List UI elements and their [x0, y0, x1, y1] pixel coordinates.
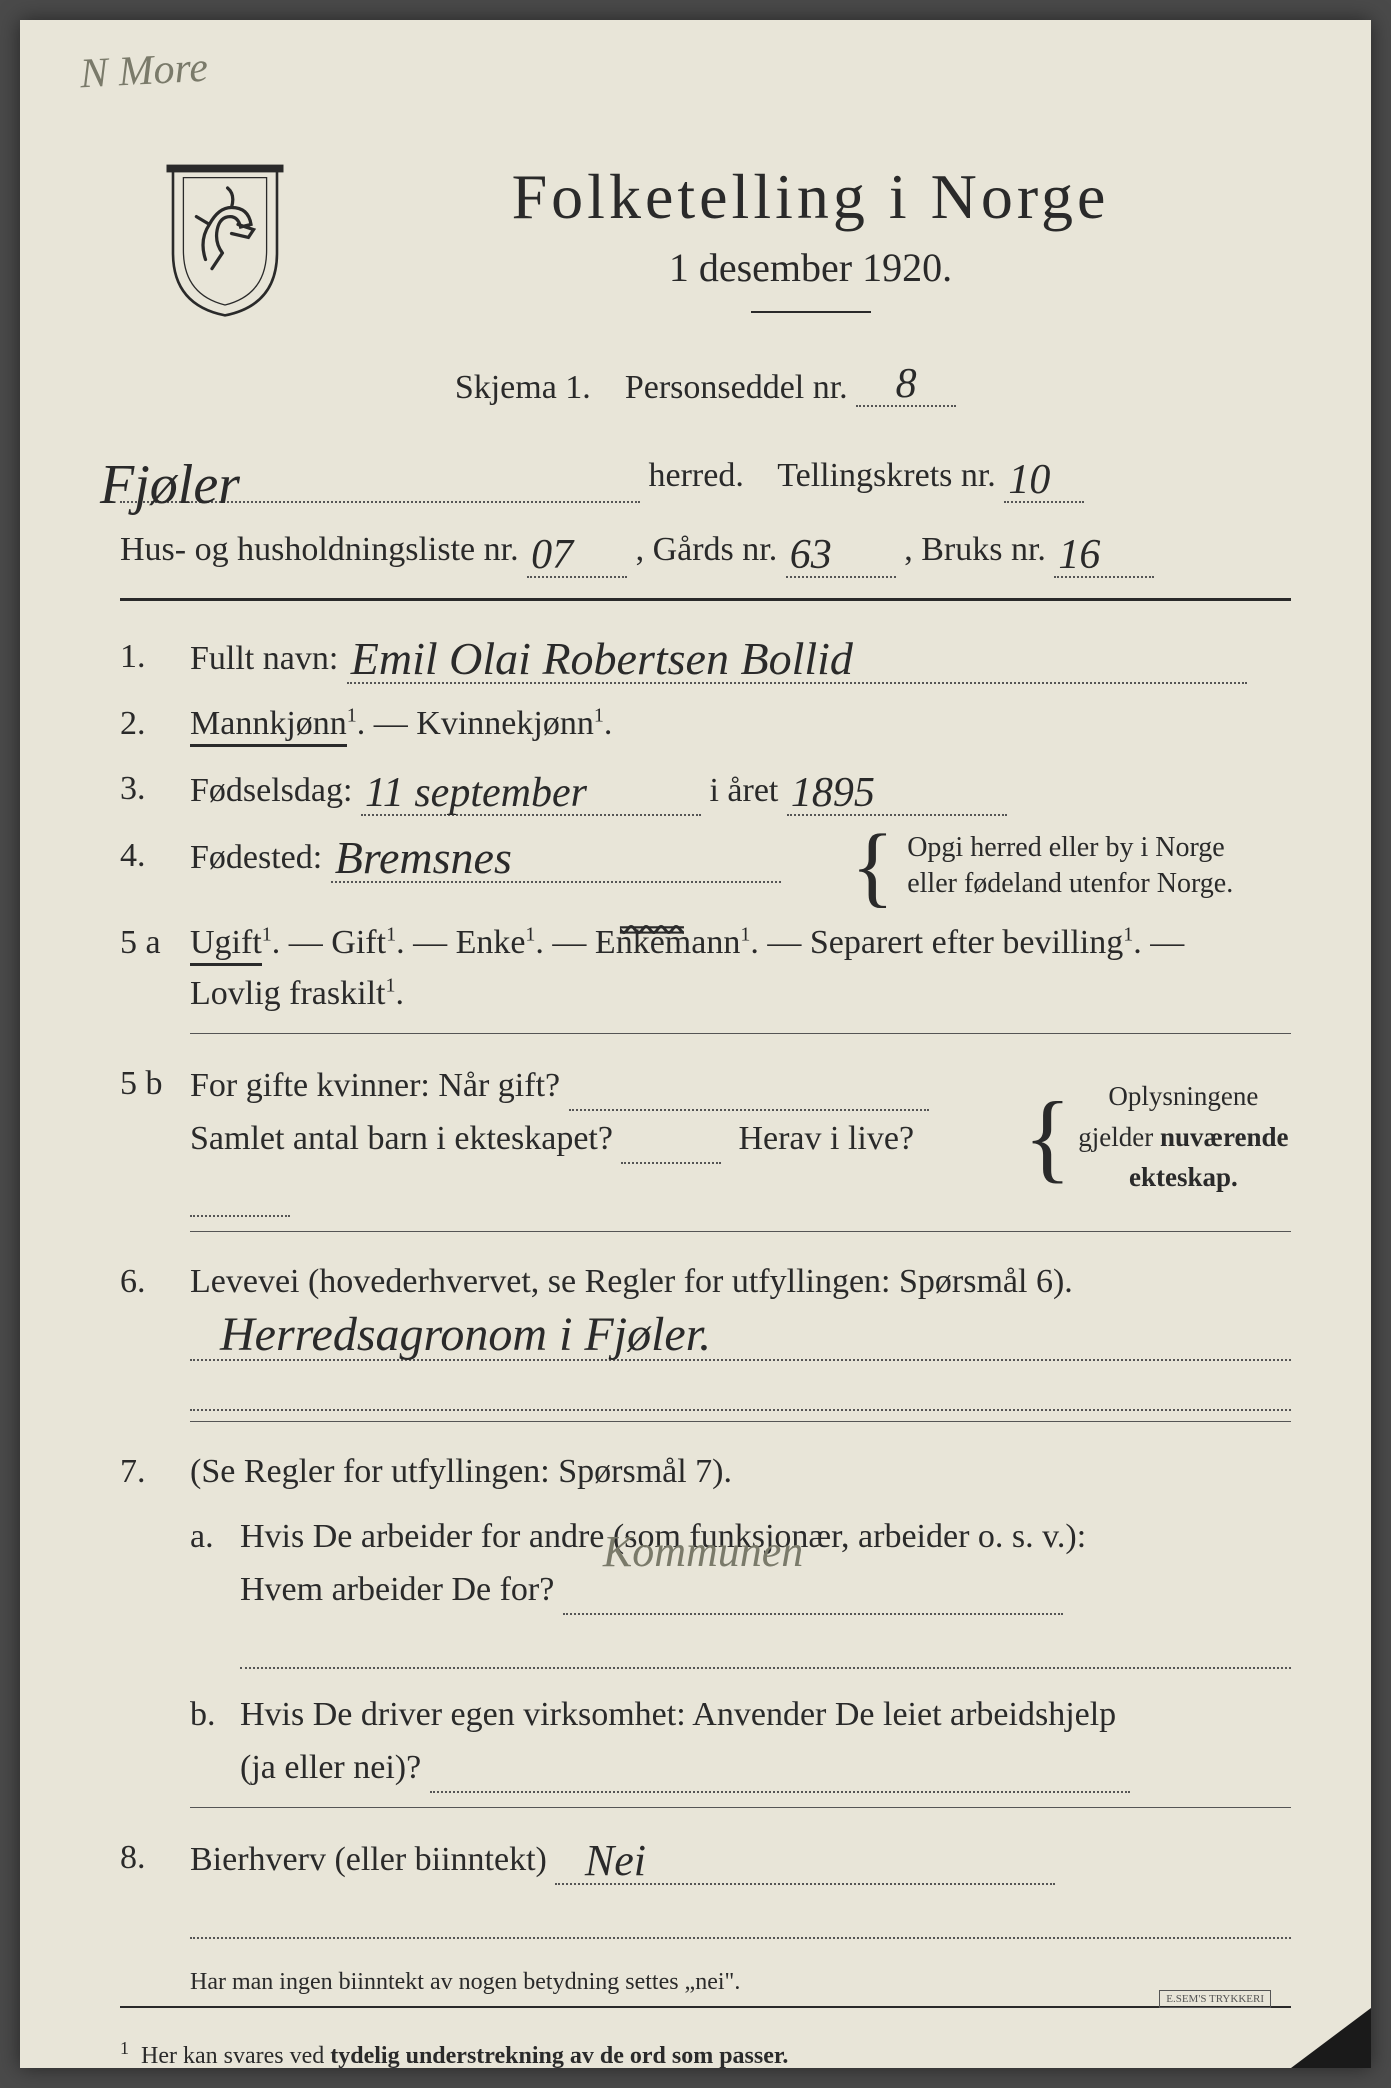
form-id-line: Skjema 1. Personseddel nr. 8: [120, 363, 1291, 407]
printer-mark: E.SEM'S TRYKKERI: [1159, 1990, 1271, 2008]
q6-value: Herredsagronom i Fjøler.: [220, 1311, 711, 1359]
bruks-label: , Bruks nr.: [904, 531, 1046, 568]
q2-female: Kvinnekjønn: [416, 705, 594, 742]
foot2b: tydelig understrekning av de ord som pas…: [330, 2043, 788, 2069]
q7a-num: a.: [190, 1511, 240, 1615]
gards-nr: 63: [790, 534, 832, 576]
q3-label: Fødselsdag:: [190, 772, 352, 809]
q3-mid: i året: [709, 772, 778, 809]
q5b-l2: Samlet antal barn i ekteskapet?: [190, 1120, 613, 1157]
foot2a: Her kan svares ved: [141, 2043, 324, 2069]
q8-value: Nei: [585, 1839, 646, 1883]
q7a-value: Kommunen: [603, 1530, 803, 1574]
q5a-fraskilt: Lovlig fraskilt: [190, 975, 385, 1012]
hus-label: Hus- og husholdningsliste nr.: [120, 531, 519, 568]
q5a-num: 5 a: [120, 917, 190, 1019]
q5b-side2b: nuværende: [1160, 1122, 1289, 1152]
q7a: a. Hvis De arbeider for andre (som funks…: [190, 1511, 1291, 1615]
margin-annotation: N More: [79, 47, 209, 96]
q5b: 5 b For gifte kvinner: Når gift? Samlet …: [120, 1058, 1291, 1217]
q5b-num: 5 b: [120, 1058, 190, 1217]
q7: 7. (Se Regler for utfyllingen: Spørsmål …: [120, 1446, 1291, 1497]
q5b-l1: For gifte kvinner: Når gift?: [190, 1067, 560, 1104]
personseddel-nr: 8: [896, 363, 917, 405]
q8-answer-2: [190, 1899, 1291, 1939]
q4: 4. Fødested: Bremsnes { Opgi herred elle…: [120, 830, 1291, 903]
q3-year: 1895: [791, 772, 875, 814]
rule-5a: [190, 1033, 1291, 1034]
q2: 2. Mannkjønn1. — Kvinnekjønn1.: [120, 698, 1291, 749]
title-divider: [751, 311, 871, 313]
brace-icon: {: [851, 835, 894, 898]
q4-label: Fødested:: [190, 839, 322, 876]
q4-side2: eller fødeland utenfor Norge.: [907, 868, 1233, 899]
q5b-side2: gjelder: [1078, 1122, 1153, 1152]
rule-7: [190, 1807, 1291, 1808]
subtitle: 1 desember 1920.: [330, 244, 1291, 291]
herred-label: herred.: [649, 457, 744, 494]
herred-value: Fjøler: [100, 457, 240, 513]
q6-answer: Herredsagronom i Fjøler.: [190, 1321, 1291, 1361]
q7b-1: Hvis De driver egen virksomhet: Anvender…: [240, 1696, 1116, 1733]
q2-male: Mannkjønn: [190, 705, 347, 747]
herred-line: Fjøler herred. Tellingskrets nr. 10: [120, 427, 1291, 503]
bruks-nr: 16: [1058, 534, 1100, 576]
q2-num: 2.: [120, 698, 190, 749]
q7a-answer-2: [240, 1629, 1291, 1669]
q6-label: Levevei (hovederhvervet, se Regler for u…: [190, 1263, 1073, 1300]
q1: 1. Fullt navn: Emil Olai Robertsen Bolli…: [120, 631, 1291, 684]
main-title: Folketelling i Norge: [330, 160, 1291, 234]
q5a-separert: Separert efter bevilling: [810, 924, 1123, 961]
q5a: 5 a Ugift1. — Gift1. — Enke1. — Enkemann…: [120, 917, 1291, 1019]
q1-num: 1.: [120, 631, 190, 684]
skjema-label: Skjema 1.: [455, 369, 591, 406]
hus-line: Hus- og husholdningsliste nr. 07 , Gårds…: [120, 521, 1291, 577]
q7a-2: Hvem arbeider De for?: [240, 1571, 554, 1608]
q1-value: Emil Olai Robertsen Bollid: [351, 636, 853, 682]
q7-num: 7.: [120, 1446, 190, 1497]
q4-num: 4.: [120, 830, 190, 903]
q7b-2: (ja eller nei)?: [240, 1749, 421, 1786]
brace-right-icon: {: [1024, 1107, 1072, 1167]
q7b: b. Hvis De driver egen virksomhet: Anven…: [190, 1689, 1291, 1793]
q5a-ugift: Ugift: [190, 924, 262, 966]
footnote-1: Har man ingen biinntekt av nogen betydni…: [190, 1969, 1291, 1996]
q3-day: 11 september: [365, 772, 587, 814]
q3: 3. Fødselsdag: 11 september i året 1895: [120, 763, 1291, 816]
footnote-2: 1 Her kan svares ved tydelig understrekn…: [120, 2038, 1291, 2070]
q5b-l3: Herav i live?: [738, 1120, 914, 1157]
q6: 6. Levevei (hovederhvervet, se Regler fo…: [120, 1256, 1291, 1307]
tellingskrets-label: Tellingskrets nr.: [777, 457, 996, 494]
title-block: Folketelling i Norge 1 desember 1920.: [330, 160, 1291, 343]
footnote-rule: [120, 2006, 1291, 2008]
q3-num: 3.: [120, 763, 190, 816]
q8: 8. Bierhverv (eller biinntekt) Nei: [120, 1832, 1291, 1885]
strike-mark: ═══: [620, 915, 684, 945]
q5b-side1: Oplysningene: [1108, 1081, 1258, 1111]
tellingskrets-nr: 10: [1008, 459, 1050, 501]
gards-label: , Gårds nr.: [636, 531, 778, 568]
census-form-page: N More Folketelling i Norge 1 desember 1…: [20, 20, 1371, 2068]
rule-6: [190, 1421, 1291, 1422]
q8-label: Bierhverv (eller biinntekt): [190, 1841, 547, 1878]
q4-value: Bremsnes: [335, 835, 512, 881]
rule-5b: [190, 1231, 1291, 1232]
q6-num: 6.: [120, 1256, 190, 1307]
q5a-gift: Gift: [331, 924, 386, 961]
q1-label: Fullt navn:: [190, 640, 338, 677]
q4-side1: Opgi herred eller by i Norge: [907, 832, 1225, 863]
q8-num: 8.: [120, 1832, 190, 1885]
q7b-num: b.: [190, 1689, 240, 1793]
page-tear: [1291, 2008, 1371, 2068]
q7-label: (Se Regler for utfyllingen: Spørsmål 7).: [190, 1453, 732, 1490]
header: Folketelling i Norge 1 desember 1920.: [120, 160, 1291, 343]
q6-answer-2: [190, 1371, 1291, 1411]
coat-of-arms-icon: [160, 160, 290, 320]
q5b-side3: ekteskap.: [1129, 1162, 1238, 1192]
hus-nr: 07: [531, 534, 573, 576]
personseddel-label: Personseddel nr.: [625, 369, 848, 406]
rule-1: [120, 598, 1291, 601]
q5a-enke: Enke: [456, 924, 526, 961]
